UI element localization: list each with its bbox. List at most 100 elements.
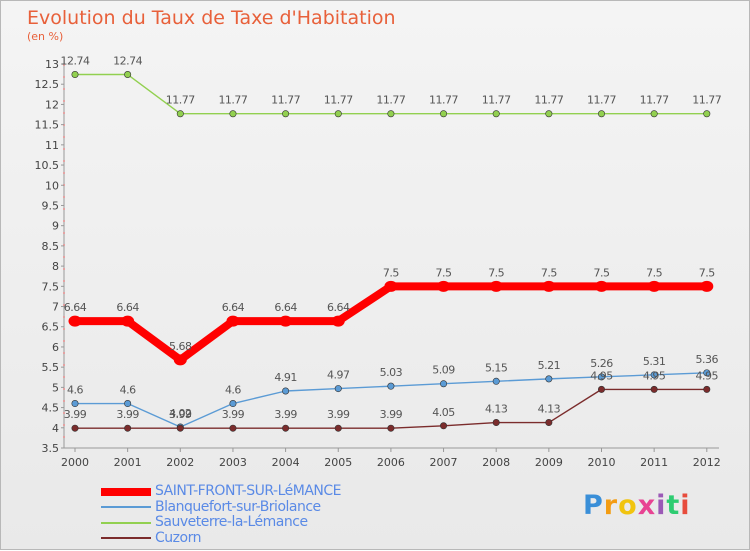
data-label: 6.64 [116,301,139,314]
data-point [440,422,448,430]
x-tick-label: 2003 [219,456,247,469]
data-point [647,280,661,292]
proxiti-logo: Proxiti [583,490,691,521]
data-point [71,400,79,408]
data-point [440,380,448,388]
data-label: 4.6 [120,384,136,397]
y-tick-label: 8.5 [42,240,60,253]
data-label: 3.99 [169,408,192,421]
data-point [387,424,395,432]
data-label: 3.99 [327,408,350,421]
data-point [387,110,395,118]
x-tick-label: 2012 [693,456,721,469]
data-point [68,315,82,327]
data-label: 4.95 [590,369,613,382]
logo-letter: t [666,490,681,521]
data-label: 7.5 [699,266,715,279]
data-point [229,400,237,408]
legend-item: Blanquefort-sur-Briolance [101,498,341,516]
data-point [703,385,711,393]
data-label: 4.95 [643,369,666,382]
data-label: 4.05 [432,406,455,419]
data-point [597,373,605,381]
data-label: 6.64 [222,301,245,314]
data-label: 6.64 [327,301,350,314]
data-point [331,315,345,327]
legend-label: Cuzorn [155,529,201,546]
y-tick-label: 12 [45,98,59,111]
data-label: 5.21 [538,359,561,372]
x-tick-label: 2000 [61,456,89,469]
y-axis-unit-label: (en %) [27,30,64,43]
data-point [545,110,553,118]
data-point [650,371,658,379]
data-label: 11.77 [429,94,458,107]
data-point [437,280,451,292]
data-label: 5.09 [432,364,455,377]
data-point [595,280,608,292]
logo-letter: r [603,490,619,521]
data-point [121,315,135,327]
data-point [597,385,605,393]
y-tick-label: 10.5 [35,159,60,172]
x-tick-label: 2005 [324,456,352,469]
data-label: 4.95 [696,369,719,382]
data-point [542,280,556,292]
data-point [492,110,500,118]
x-tick-label: 2004 [272,456,300,469]
data-label: 5.36 [696,353,719,366]
y-tick-label: 5.5 [42,361,60,374]
data-label: 3.99 [274,408,297,421]
x-tick-label: 2007 [430,456,458,469]
legend-swatch [101,537,151,540]
legend-label: Sauveterre-la-Lémance [155,514,308,531]
y-tick-label: 4.5 [42,402,60,415]
x-tick-label: 2006 [377,456,405,469]
data-label: 11.77 [376,94,405,107]
data-point [384,280,398,292]
y-tick-label: 7 [52,301,59,314]
data-point [71,71,79,79]
legend-item: SAINT-FRONT-SUR-LéMANCE [101,484,342,500]
legend-label: Blanquefort-sur-Briolance [155,498,321,515]
x-tick-label: 2010 [588,456,616,469]
data-label: 7.5 [488,266,504,279]
logo-letter: i [656,490,667,521]
data-point [279,315,293,327]
y-tick-label: 13 [45,58,59,71]
data-label: 3.99 [380,408,403,421]
data-point [282,424,290,432]
data-point [700,280,714,292]
data-label: 4.6 [67,384,83,397]
legend-item: Sauveterre-la-Lémance [101,515,341,531]
chart-legend: SAINT-FRONT-SUR-LéMANCE Blanquefort-sur-B… [101,484,342,546]
y-tick-label: 4 [52,422,59,435]
y-tick-label: 11.5 [35,119,60,132]
data-point [387,382,395,390]
data-label: 12.74 [61,55,90,68]
data-point [124,71,132,79]
logo-letter: i [680,490,691,521]
data-point [492,377,500,385]
data-label: 3.99 [116,408,139,421]
y-tick-label: 9 [52,220,59,233]
y-tick-label: 11 [45,139,59,152]
data-point [124,424,132,432]
data-label: 4.13 [485,403,508,416]
data-point [334,110,342,118]
data-point [492,419,500,427]
data-point [229,110,237,118]
y-tick-label: 10 [45,179,59,192]
legend-swatch [101,506,151,509]
data-point [703,110,711,118]
data-label: 11.77 [166,94,195,107]
data-point [282,387,290,395]
data-label: 4.13 [538,403,561,416]
data-label: 11.77 [218,94,247,107]
data-label: 11.77 [640,94,669,107]
data-label: 7.5 [646,266,662,279]
data-label: 6.64 [64,301,87,314]
data-point [176,110,184,118]
